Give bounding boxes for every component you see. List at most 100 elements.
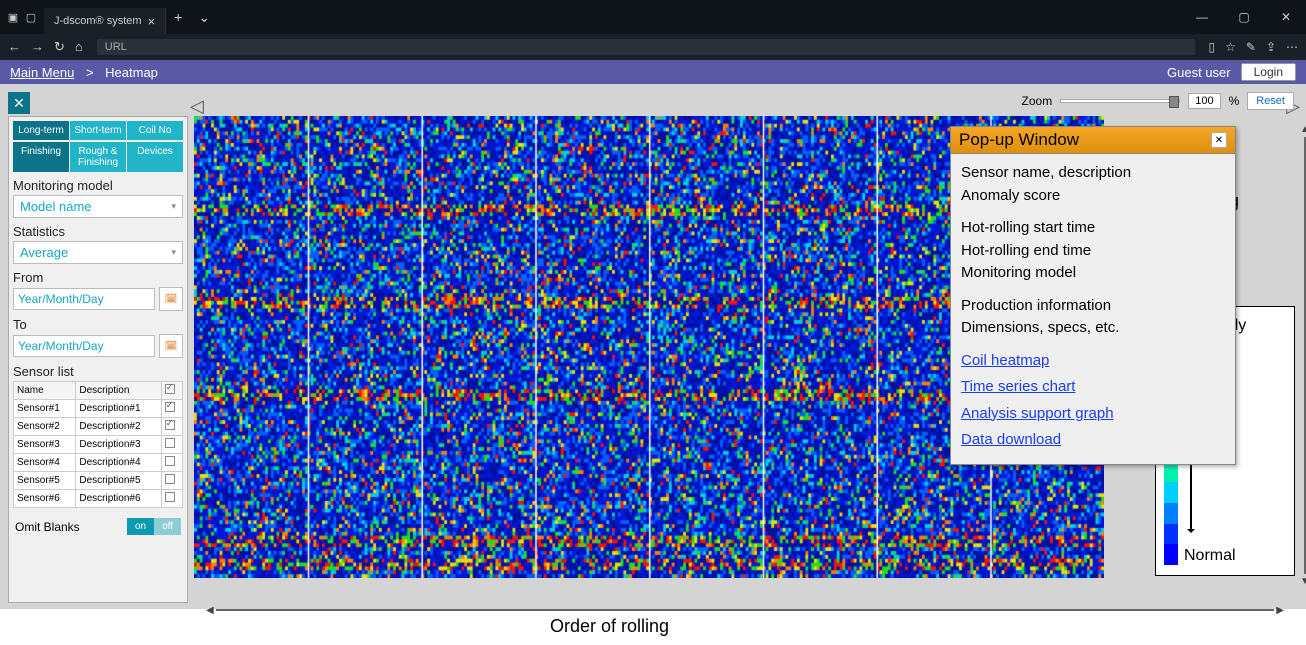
sensor-desc: Description#4 bbox=[76, 454, 161, 472]
new-tab-button[interactable]: + bbox=[166, 9, 190, 25]
slider-thumb[interactable] bbox=[1169, 96, 1179, 108]
breadcrumb-sep: > bbox=[86, 65, 94, 80]
sensor-name: Sensor#5 bbox=[14, 472, 76, 490]
omit-label: Omit Blanks bbox=[15, 520, 80, 534]
reader-icon[interactable]: ▯ bbox=[1209, 40, 1216, 54]
back-icon[interactable]: ← bbox=[8, 39, 21, 55]
table-row: Sensor#4Description#4 bbox=[14, 454, 183, 472]
checkbox-all[interactable] bbox=[165, 384, 175, 394]
tab-rough-finishing[interactable]: Rough & Finishing bbox=[70, 142, 126, 172]
sensor-list-label: Sensor list bbox=[13, 364, 183, 379]
stats-label: Statistics bbox=[13, 224, 183, 239]
col-name: Name bbox=[14, 382, 76, 400]
sensor-name: Sensor#2 bbox=[14, 418, 76, 436]
prev-page-icon[interactable]: ◁ bbox=[190, 96, 204, 117]
chevron-down-icon: ▾ bbox=[171, 201, 176, 212]
close-icon[interactable]: × bbox=[148, 14, 156, 29]
toggle-off[interactable]: off bbox=[154, 518, 181, 535]
arrow-left-icon: ◀ bbox=[206, 605, 214, 616]
breadcrumb: Main Menu > Heatmap bbox=[10, 65, 158, 80]
popup-link-analysis-support-graph[interactable]: Analysis support graph bbox=[961, 403, 1225, 426]
home-icon[interactable]: ⌂ bbox=[75, 39, 83, 55]
from-date-input[interactable]: Year/Month/Day bbox=[13, 288, 155, 310]
tab-title: J-dscom® system bbox=[54, 15, 142, 27]
tab-short-term[interactable]: Short-term bbox=[70, 121, 126, 140]
sidebar: Long-termShort-termCoil No FinishingRoug… bbox=[8, 116, 188, 603]
sensor-name: Sensor#1 bbox=[14, 400, 76, 418]
minimize-button[interactable]: — bbox=[1182, 2, 1222, 32]
sensor-name: Sensor#3 bbox=[14, 436, 76, 454]
checkbox[interactable] bbox=[165, 402, 175, 412]
popup-window: Pop-up Window ✕ Sensor name, description… bbox=[950, 126, 1236, 465]
popup-section-3: Production informationDimensions, specs,… bbox=[961, 295, 1225, 340]
popup-link-data-download[interactable]: Data download bbox=[961, 429, 1225, 452]
checkbox[interactable] bbox=[165, 474, 175, 484]
popup-link-time-series-chart[interactable]: Time series chart bbox=[961, 376, 1225, 399]
close-sidebar-button[interactable]: ✕ bbox=[8, 92, 30, 114]
calendar-icon[interactable]: 🗓 bbox=[159, 334, 183, 358]
zoom-slider[interactable] bbox=[1060, 99, 1180, 103]
arrow-down-icon: ▼ bbox=[1300, 576, 1306, 587]
from-label: From bbox=[13, 270, 183, 285]
legend-normal-label: Normal bbox=[1184, 547, 1286, 565]
tab-coil-no[interactable]: Coil No bbox=[127, 121, 183, 140]
zoom-value: 100 bbox=[1188, 93, 1220, 109]
zoom-percent: % bbox=[1229, 94, 1240, 108]
checkbox[interactable] bbox=[165, 438, 175, 448]
sensor-name: Sensor#4 bbox=[14, 454, 76, 472]
popup-section-2: Hot-rolling start timeHot-rolling end ti… bbox=[961, 217, 1225, 285]
horizontal-axis-indicator: ◀ ▶ bbox=[206, 605, 1284, 615]
term-tabs: Long-termShort-termCoil No bbox=[13, 121, 183, 140]
share-icon[interactable]: ⇪ bbox=[1266, 40, 1276, 54]
vertical-axis-indicator: ▲ ▼ bbox=[1300, 124, 1306, 587]
omit-toggle[interactable]: on off bbox=[127, 518, 181, 535]
chevron-down-icon: ▾ bbox=[171, 247, 176, 258]
table-row: Sensor#6Description#6 bbox=[14, 490, 183, 508]
checkbox[interactable] bbox=[165, 420, 175, 430]
popup-section-1: Sensor name, descriptionAnomaly score bbox=[961, 162, 1225, 207]
to-date-input[interactable]: Year/Month/Day bbox=[13, 335, 155, 357]
tab-overflow-icon[interactable]: ⌄ bbox=[190, 9, 218, 26]
checkbox[interactable] bbox=[165, 456, 175, 466]
sensor-desc: Description#6 bbox=[76, 490, 161, 508]
sensor-desc: Description#5 bbox=[76, 472, 161, 490]
process-tabs: FinishingRough & FinishingDevices bbox=[13, 142, 183, 172]
refresh-icon[interactable]: ↻ bbox=[54, 39, 65, 55]
browser-toolbar: ← → ↻ ⌂ URL ▯ ☆ ✎ ⇪ ⋯ bbox=[0, 34, 1306, 60]
annotation-order: Order of rolling bbox=[550, 616, 669, 637]
user-label: Guest user bbox=[1167, 65, 1231, 80]
url-input[interactable]: URL bbox=[97, 39, 1195, 55]
checkbox[interactable] bbox=[165, 492, 175, 502]
login-button[interactable]: Login bbox=[1241, 63, 1296, 81]
browser-tab[interactable]: J-dscom® system × bbox=[44, 8, 166, 34]
popup-titlebar[interactable]: Pop-up Window ✕ bbox=[951, 127, 1235, 154]
popup-link-coil-heatmap[interactable]: Coil heatmap bbox=[961, 350, 1225, 373]
favorite-icon[interactable]: ☆ bbox=[1225, 40, 1236, 54]
forward-icon[interactable]: → bbox=[31, 39, 44, 55]
maximize-button[interactable]: ▢ bbox=[1224, 2, 1264, 32]
zoom-reset-button[interactable]: Reset bbox=[1247, 92, 1294, 110]
col-check bbox=[161, 382, 182, 400]
popup-body: Sensor name, descriptionAnomaly score Ho… bbox=[951, 154, 1235, 464]
close-button[interactable]: ✕ bbox=[1266, 2, 1306, 32]
tab-long-term[interactable]: Long-term bbox=[13, 121, 69, 140]
popup-title-text: Pop-up Window bbox=[959, 130, 1079, 150]
model-select[interactable]: Model name▾ bbox=[13, 195, 183, 218]
stats-select[interactable]: Average▾ bbox=[13, 241, 183, 264]
table-row: Sensor#5Description#5 bbox=[14, 472, 183, 490]
table-row: Sensor#2Description#2 bbox=[14, 418, 183, 436]
tab-devices[interactable]: Devices bbox=[127, 142, 183, 172]
main-menu-link[interactable]: Main Menu bbox=[10, 65, 74, 80]
sensor-desc: Description#1 bbox=[76, 400, 161, 418]
zoom-controls: Zoom 100 % Reset bbox=[1022, 92, 1294, 110]
col-desc: Description bbox=[76, 382, 161, 400]
breadcrumb-current: Heatmap bbox=[105, 65, 158, 80]
arrow-up-icon: ▲ bbox=[1300, 124, 1306, 135]
tab-finishing[interactable]: Finishing bbox=[13, 142, 69, 172]
more-icon[interactable]: ⋯ bbox=[1286, 40, 1298, 54]
close-icon[interactable]: ✕ bbox=[1211, 132, 1227, 148]
notes-icon[interactable]: ✎ bbox=[1246, 40, 1256, 54]
toggle-on[interactable]: on bbox=[127, 518, 154, 535]
app-header: Main Menu > Heatmap Guest user Login bbox=[0, 60, 1306, 84]
calendar-icon[interactable]: 🗓 bbox=[159, 287, 183, 311]
